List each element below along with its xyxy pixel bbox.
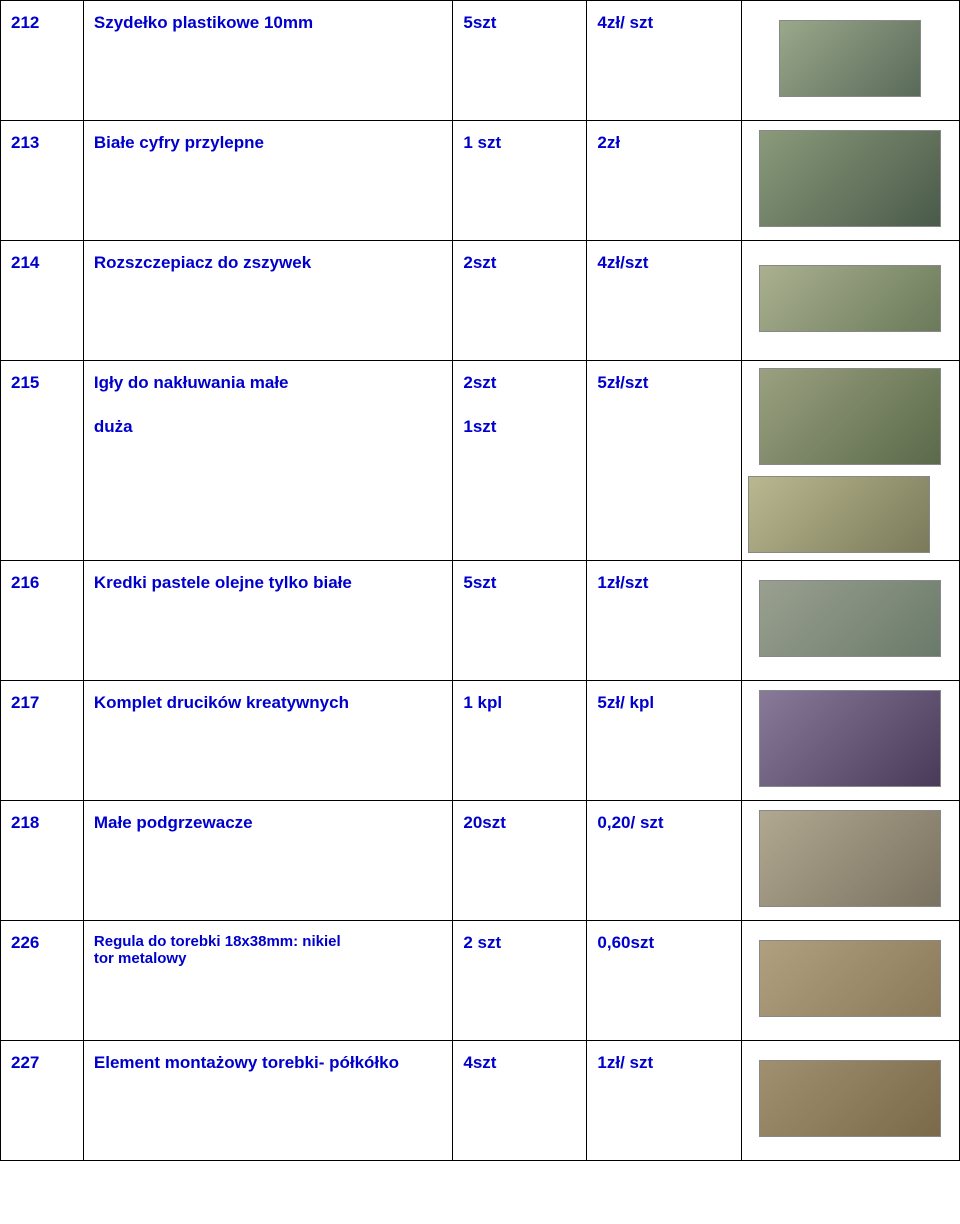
row-quantity: 1 kpl (453, 681, 587, 801)
row-number: 226 (1, 921, 84, 1041)
description-text: Szydełko plastikowe 10mm (94, 13, 313, 32)
row-description: Rozszczepiacz do zszywek (83, 241, 452, 361)
row-description: Szydełko plastikowe 10mm (83, 1, 452, 121)
product-image (759, 940, 941, 1017)
product-image (759, 580, 941, 657)
row-quantity: 1 szt (453, 121, 587, 241)
row-image-cell (741, 681, 959, 801)
description-text: Komplet drucików kreatywnych (94, 693, 349, 712)
row-image-cell (741, 561, 959, 681)
quantity-text: 2szt (463, 373, 496, 392)
quantity-text: 1 szt (463, 133, 501, 152)
row-quantity: 2szt 1szt (453, 361, 587, 561)
description-text: Rozszczepiacz do zszywek (94, 253, 311, 272)
product-image (759, 1060, 941, 1137)
row-image-cell (741, 121, 959, 241)
table-row: 212 Szydełko plastikowe 10mm 5szt 4zł/ szt (1, 1, 960, 121)
product-image (779, 20, 921, 97)
product-table: 212Szydełko plastikowe 10mm5szt4zł/ szt2… (0, 0, 960, 1161)
row-quantity: 4szt (453, 1041, 587, 1161)
quantity-text: 5szt (463, 13, 496, 32)
quantity-text: 4szt (463, 1053, 496, 1072)
table-row: 218 Małe podgrzewacze 20szt 0,20/ szt (1, 801, 960, 921)
description-text: Kredki pastele olejne tylko białe (94, 573, 352, 592)
row-number: 218 (1, 801, 84, 921)
row-number: 212 (1, 1, 84, 121)
row-image-cell (741, 1, 959, 121)
table-row: 213 Białe cyfry przylepne 1 szt 2zł (1, 121, 960, 241)
row-number: 227 (1, 1041, 84, 1161)
row-price: 2zł (587, 121, 742, 241)
row-number: 215 (1, 361, 84, 561)
table-row: 214 Rozszczepiacz do zszywek 2szt 4zł/szt (1, 241, 960, 361)
product-image (759, 130, 941, 227)
row-number: 214 (1, 241, 84, 361)
table-row: 227 Element montażowy torebki- półkółko 4s… (1, 1041, 960, 1161)
row-quantity: 2 szt (453, 921, 587, 1041)
row-description: Regula do torebki 18x38mm: nikieltor met… (83, 921, 452, 1041)
description-text-2: duża (94, 417, 442, 437)
product-image (759, 690, 941, 787)
product-image (759, 810, 941, 907)
row-description: Igły do nakłuwania małe duża (83, 361, 452, 561)
row-image-cell (741, 921, 959, 1041)
row-price: 5zł/szt (587, 361, 742, 561)
row-quantity: 20szt (453, 801, 587, 921)
row-price: 1zł/ szt (587, 1041, 742, 1161)
description-text-2: tor metalowy (94, 950, 442, 967)
product-image (759, 368, 941, 465)
row-image-cell (741, 801, 959, 921)
row-price: 0,20/ szt (587, 801, 742, 921)
row-quantity: 2szt (453, 241, 587, 361)
row-description: Element montażowy torebki- półkółko (83, 1041, 452, 1161)
description-text: Igły do nakłuwania małe (94, 373, 289, 392)
row-quantity: 5szt (453, 1, 587, 121)
quantity-text: 5szt (463, 573, 496, 592)
description-text: Małe podgrzewacze (94, 813, 253, 832)
table-row: 226Regula do torebki 18x38mm: nikieltor … (1, 921, 960, 1041)
row-price: 5zł/ kpl (587, 681, 742, 801)
product-image (759, 265, 941, 332)
row-number: 217 (1, 681, 84, 801)
row-price: 4zł/ szt (587, 1, 742, 121)
row-image-cell (741, 241, 959, 361)
row-number: 216 (1, 561, 84, 681)
row-quantity: 5szt (453, 561, 587, 681)
row-price: 4zł/szt (587, 241, 742, 361)
row-description: Kredki pastele olejne tylko białe (83, 561, 452, 681)
table-row: 217 Komplet drucików kreatywnych 1 kpl 5zł/… (1, 681, 960, 801)
quantity-text: 1 kpl (463, 693, 502, 712)
row-description: Białe cyfry przylepne (83, 121, 452, 241)
table-row: 216 Kredki pastele olejne tylko białe 5szt… (1, 561, 960, 681)
row-image-cell (741, 361, 959, 561)
description-text: Białe cyfry przylepne (94, 133, 264, 152)
row-price: 0,60szt (587, 921, 742, 1041)
row-number: 213 (1, 121, 84, 241)
quantity-text: 2szt (463, 253, 496, 272)
quantity-text: 20szt (463, 813, 506, 832)
quantity-text-2: 1szt (463, 417, 576, 437)
row-description: Komplet drucików kreatywnych (83, 681, 452, 801)
description-text: Regula do torebki 18x38mm: nikiel (94, 933, 341, 950)
row-price: 1zł/szt (587, 561, 742, 681)
row-description: Małe podgrzewacze (83, 801, 452, 921)
quantity-text: 2 szt (463, 933, 501, 952)
table-row: 215 Igły do nakłuwania małe duża 2szt 1szt 5z… (1, 361, 960, 561)
product-image-2 (748, 476, 930, 553)
description-text: Element montażowy torebki- półkółko (94, 1053, 399, 1072)
row-image-cell (741, 1041, 959, 1161)
